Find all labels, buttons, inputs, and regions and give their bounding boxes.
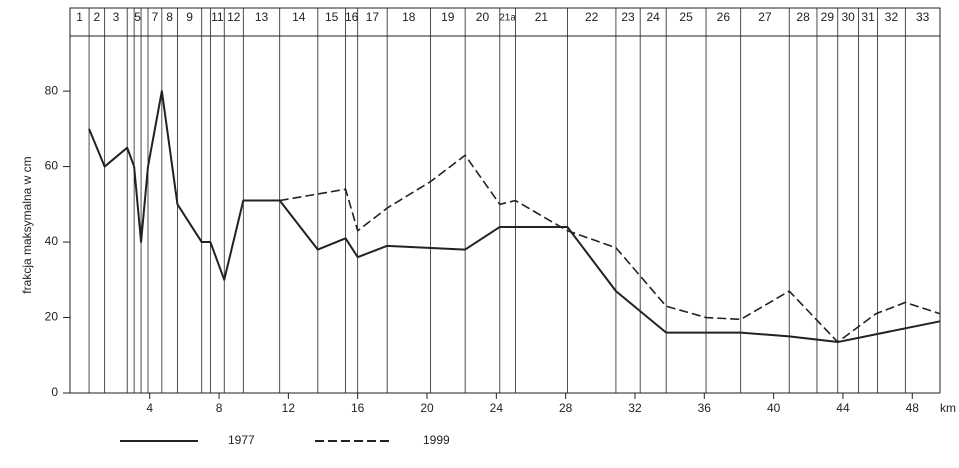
legend-label: 1999 [423, 433, 450, 447]
segment-label: 25 [679, 10, 693, 24]
segment-label: 32 [885, 10, 899, 24]
segment-label: 3 [113, 10, 120, 24]
segment-label: 9 [186, 10, 193, 24]
segment-label: 29 [821, 10, 835, 24]
segment-label: 16 [345, 10, 359, 24]
segment-label: 17 [366, 10, 380, 24]
segment-label: 2 [94, 10, 101, 24]
series-line [88, 90, 941, 344]
x-tick-label: 20 [420, 401, 434, 415]
segment-label: 30 [841, 10, 855, 24]
segment-label: 11 [211, 10, 224, 24]
segment-label: 15 [325, 10, 339, 24]
x-tick-label: 36 [698, 401, 712, 415]
segment-label: 8 [166, 10, 173, 24]
x-axis-label: km [940, 401, 956, 415]
segment-label: 26 [717, 10, 731, 24]
segment-label: 21a [499, 13, 516, 24]
segment-label: 12 [227, 10, 241, 24]
segment-label: 13 [255, 10, 269, 24]
segment-label: 27 [758, 10, 772, 24]
y-tick-label: 40 [45, 234, 59, 248]
y-tick-label: 20 [45, 310, 59, 324]
segment-label: 7 [152, 10, 159, 24]
x-tick-label: 32 [628, 401, 642, 415]
segment-label: 31 [861, 10, 875, 24]
x-tick-label: 8 [216, 401, 223, 415]
x-tick-label: 4 [146, 401, 153, 415]
segment-label: 21 [535, 10, 549, 24]
y-axis-label: frakcja maksymalna w cm [20, 156, 34, 293]
y-tick-label: 60 [45, 159, 59, 173]
x-tick-label: 16 [351, 401, 365, 415]
segment-label: 18 [402, 10, 416, 24]
segment-label: 14 [292, 10, 306, 24]
segment-label: 33 [916, 10, 930, 24]
segment-label: 28 [796, 10, 810, 24]
legend-label: 1977 [228, 433, 255, 447]
y-tick-label: 80 [45, 83, 59, 97]
segment-label: 19 [441, 10, 455, 24]
segment-label: 22 [585, 10, 599, 24]
segment-label: 23 [621, 10, 635, 24]
segment-label: 5 [134, 10, 141, 24]
segment-label: 20 [476, 10, 490, 24]
x-tick-label: 24 [490, 401, 504, 415]
x-tick-label: 28 [559, 401, 573, 415]
segment-label: 24 [646, 10, 660, 24]
x-tick-label: 44 [836, 401, 850, 415]
series-line [279, 154, 941, 343]
x-tick-label: 40 [767, 401, 781, 415]
segment-label: 1 [76, 10, 83, 24]
x-tick-label: 48 [906, 401, 920, 415]
x-tick-label: 12 [282, 401, 296, 415]
y-tick-label: 0 [51, 385, 58, 399]
